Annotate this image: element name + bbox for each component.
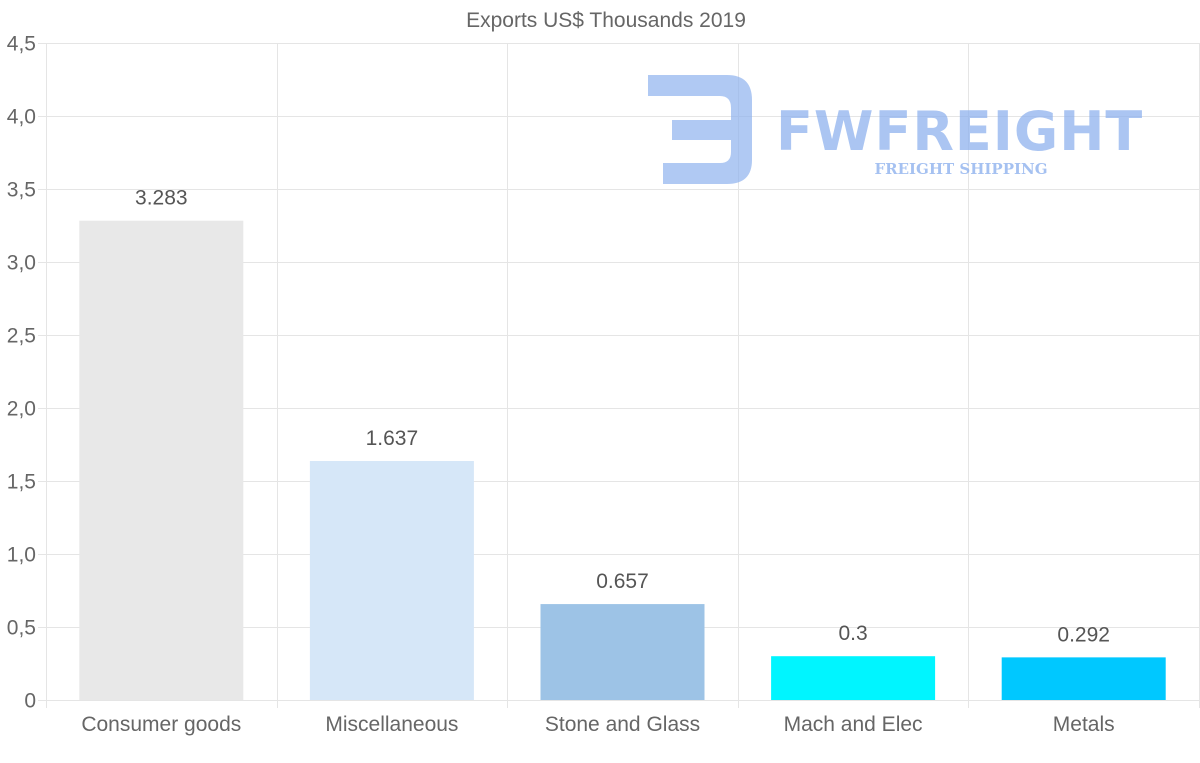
y-tick-label: 1,5	[7, 471, 36, 494]
y-tick-label: 2,5	[7, 325, 36, 348]
watermark-brand: FWFREIGHT	[776, 100, 1143, 163]
bar[interactable]	[771, 656, 936, 700]
y-tick-label: 4,5	[7, 33, 36, 56]
gridlines: 0 0,5 1,0 1,5 2,0 2,5 3,0 3,5 4,0 4,5	[7, 33, 1200, 713]
y-tick-label: 1,0	[7, 544, 36, 567]
bar[interactable]	[79, 220, 244, 700]
x-tick-label: Metals	[1053, 713, 1115, 736]
watermark-tagline: FREIGHT SHIPPING	[874, 160, 1047, 178]
x-tick-label: Stone and Glass	[545, 713, 700, 736]
bar-data-label: 0.3	[838, 622, 867, 645]
bar-data-label: 0.292	[1057, 623, 1110, 646]
bar[interactable]	[309, 460, 474, 700]
bars: 3.283 Consumer goods 1.637 Miscellaneous 0.6…	[79, 187, 1166, 736]
bar-data-label: 0.657	[596, 570, 649, 593]
chart-title: Exports US$ Thousands 2019	[466, 9, 746, 32]
y-tick-label: 4,0	[7, 106, 36, 129]
x-tick-label: Miscellaneous	[325, 713, 458, 736]
bar[interactable]	[540, 604, 705, 700]
y-tick-label: 2,0	[7, 398, 36, 421]
y-tick-label: 0,5	[7, 617, 36, 640]
fw-logo-icon	[648, 75, 752, 184]
bar-data-label: 3.283	[135, 187, 188, 210]
bar[interactable]	[1001, 657, 1166, 700]
y-tick-label: 0	[24, 690, 36, 713]
bar-data-label: 1.637	[366, 427, 419, 450]
fwfreight-watermark: FWFREIGHT FREIGHT SHIPPING	[648, 75, 1143, 184]
y-tick-label: 3,5	[7, 179, 36, 202]
y-tick-label: 3,0	[7, 252, 36, 275]
x-tick-label: Mach and Elec	[784, 713, 923, 736]
x-tick-label: Consumer goods	[81, 713, 241, 736]
